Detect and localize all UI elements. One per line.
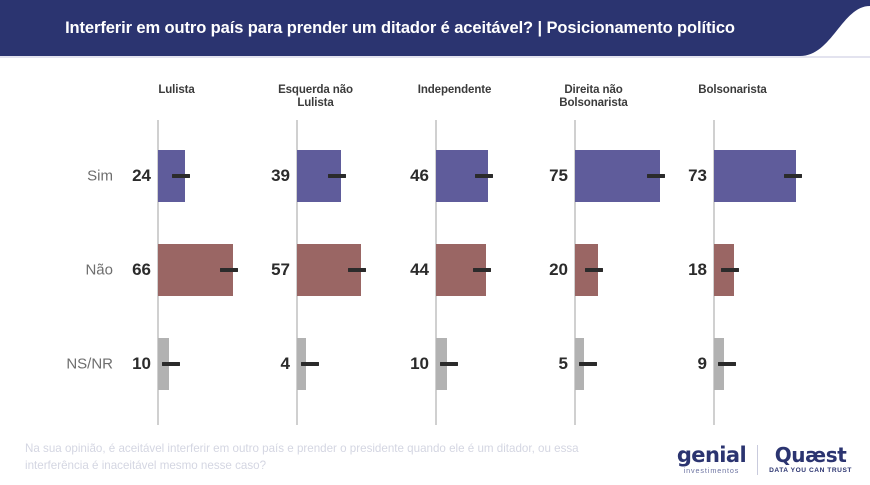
genial-logo-wordmark: genial (676, 443, 747, 468)
bar-end-marker (162, 362, 180, 366)
bar-end-marker (472, 268, 491, 272)
panel-header-line: Independente (417, 84, 492, 96)
panel-header-line: Lulista (158, 84, 195, 96)
bar-value-label: 46 (410, 166, 429, 185)
quaest-logo-wordmark: Quæst (774, 443, 847, 468)
panel-header: Bolsonarista (663, 84, 802, 97)
bar-end-marker (721, 268, 740, 272)
footnote-question: Na sua opinião, é aceitável interferir e… (25, 442, 579, 472)
bar-value-label: 18 (688, 260, 707, 279)
panel-header: Lulista (107, 84, 246, 97)
quaest-logo-tagline: DATA YOU CAN TRUST (769, 467, 852, 475)
bar-value-label: 57 (271, 260, 290, 279)
bar-value-label: 66 (132, 260, 151, 279)
bar-value-label: 4 (280, 354, 290, 373)
logo-divider (757, 445, 759, 475)
bar-value-label: 9 (697, 354, 707, 373)
bar-sim (575, 150, 660, 202)
bar-end-marker (475, 174, 494, 178)
bar-end-marker (579, 362, 597, 366)
bar-value-label: 24 (132, 166, 151, 185)
bar-end-marker (646, 174, 665, 178)
row-label-nao: Não (85, 261, 113, 279)
bar-sim (714, 150, 797, 202)
bar-end-marker (301, 362, 319, 366)
bar-value-label: 10 (132, 354, 151, 373)
bar-value-label: 44 (410, 260, 429, 279)
chart-canvas: Sim Não NS/NR Lulista 24 66 10 Esquerda não Luli… (0, 58, 870, 430)
quaest-logo: Quæst DATA YOU CAN TRUST (769, 445, 852, 475)
bar-value-label: 10 (410, 354, 429, 373)
panel-header: Esquerda não Lulista (246, 84, 385, 110)
bar-end-marker (783, 174, 802, 178)
bar-value-label: 5 (558, 354, 568, 373)
genial-logo: genial investimentos (676, 443, 747, 476)
bar-end-marker (584, 268, 603, 272)
bar-end-marker (440, 362, 458, 366)
bar-end-marker (172, 174, 191, 178)
panel-header-line: Lulista (297, 97, 334, 109)
bar-end-marker (328, 174, 347, 178)
panel-header-line: Direita não (564, 84, 623, 96)
bar-value-label: 39 (271, 166, 290, 185)
panel-header: Direita não Bolsonarista (524, 84, 663, 110)
genial-logo-tagline: investimentos (683, 466, 740, 476)
row-label-nsnr: NS/NR (66, 355, 113, 373)
panel-header-line: Esquerda não (278, 84, 353, 96)
bar-end-marker (348, 268, 367, 272)
bar-end-marker (718, 362, 736, 366)
bar-value-label: 20 (549, 260, 568, 279)
bar-value-label: 75 (549, 166, 568, 185)
row-label-sim: Sim (87, 167, 113, 185)
title-banner: Interferir em outro país para prender um… (0, 0, 870, 56)
banner-underline (0, 56, 870, 58)
page-title: Interferir em outro país para prender um… (65, 18, 735, 37)
panel-header-line: Bolsonarista (698, 84, 767, 96)
bar-value-label: 73 (688, 166, 707, 185)
panel-header-line: Bolsonarista (559, 97, 628, 109)
bar-end-marker (219, 268, 238, 272)
panel-header: Independente (385, 84, 524, 97)
logo-group: genial investimentos Quæst DATA YOU CAN … (677, 441, 852, 479)
banner-shape (0, 0, 870, 56)
